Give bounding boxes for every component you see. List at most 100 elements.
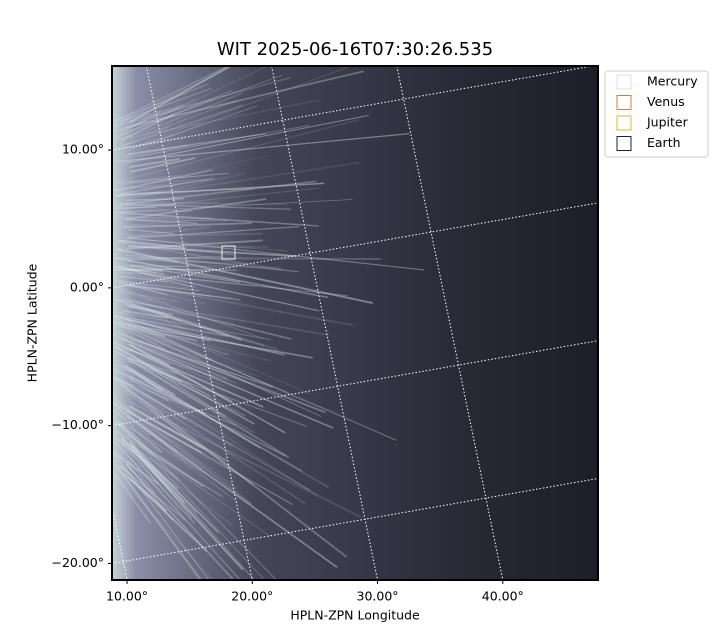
streak [127,325,197,342]
streak [122,418,228,496]
streak [131,133,174,149]
streak [121,338,334,429]
streak [115,216,211,220]
streak [114,261,248,283]
streak [124,203,292,210]
streak [121,267,165,275]
streak [131,442,255,580]
streak [114,298,181,322]
streak [125,440,180,480]
streak [117,83,208,121]
streak [116,407,179,453]
streak [116,292,236,325]
streak [118,265,208,273]
streak [129,443,207,529]
streak [129,447,163,483]
streak [117,218,215,227]
streak [118,180,317,206]
streak [129,284,240,301]
streak [112,375,186,420]
streak [125,99,215,125]
streak [119,280,199,292]
streak [113,358,156,384]
streak [131,243,234,256]
streak [112,368,286,457]
streak [115,422,160,453]
streak [115,133,410,163]
streak [126,271,348,297]
streak [117,371,166,391]
streak [120,291,178,302]
streak [117,464,186,521]
streak [112,323,202,360]
streak [125,459,163,493]
streak [127,133,267,155]
y-tick-label: −10.00° [51,417,104,432]
streak [127,268,237,271]
legend-swatch [616,136,632,151]
streak [114,279,181,293]
streak [112,285,264,340]
plot-area [112,66,598,580]
streak [113,341,264,408]
streak [120,275,168,283]
streak [116,323,172,346]
streak [123,472,208,552]
streak [128,225,211,238]
legend-label: Mercury [647,74,698,89]
streak [128,356,177,375]
streak [115,118,360,183]
streak [126,219,198,225]
streak [129,245,270,248]
streak [115,350,290,459]
streak [112,310,271,341]
image-background [112,66,598,580]
streak [121,125,171,147]
streak [126,357,246,417]
streak [112,188,253,195]
streak [119,256,382,261]
streak [129,157,180,169]
streak [114,274,215,293]
streak [118,329,261,378]
legend-label: Earth [647,135,681,150]
streak [128,373,318,497]
streak [118,292,166,312]
streak [128,245,297,258]
legend-swatch [616,95,632,110]
streak [126,99,196,130]
streak [124,406,220,455]
streak [125,435,271,537]
streak [128,305,173,316]
streak [128,441,220,534]
streak [124,66,270,135]
legend-label: Venus [647,94,685,109]
streak [129,337,169,354]
streak [116,248,373,304]
streak [124,352,222,403]
streak [123,124,310,160]
x-tick-label: 30.00° [357,589,399,604]
streak [115,316,285,356]
streak [123,432,198,515]
streak [124,204,175,209]
streak [131,265,189,268]
streak [114,351,193,385]
x-tick-label: 20.00° [231,589,273,604]
streak [121,88,212,122]
streak [118,324,166,338]
streak [121,113,175,141]
streak [127,238,288,252]
streak [112,66,229,123]
streak [128,343,286,434]
streak [124,187,320,210]
streak [113,117,162,133]
streak [112,265,157,274]
streak [115,155,268,192]
streak [124,390,254,486]
streak [131,302,243,341]
streak [128,400,362,519]
streak [115,377,306,505]
streak [124,347,211,398]
streak [121,437,244,571]
